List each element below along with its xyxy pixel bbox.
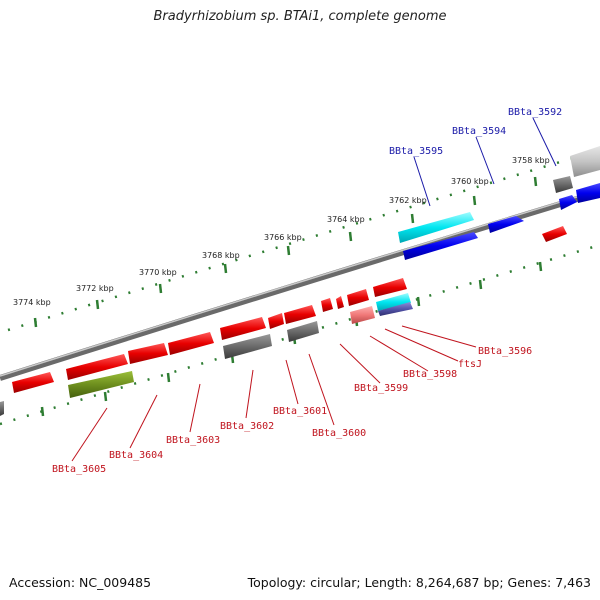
gene-bbta-3595 (398, 212, 474, 243)
tick-label: 3764 kbp (327, 215, 365, 224)
tick-label: 3768 kbp (202, 251, 240, 260)
gene-red-5 (220, 317, 266, 340)
gene-red-7 (284, 305, 316, 324)
gene-red-10 (347, 289, 369, 306)
gene-grey-2 (223, 334, 272, 359)
genome-backbone-highlight (0, 189, 600, 377)
gene-label: BBta_3601 (273, 406, 327, 417)
gene-label: BBta_3602 (220, 421, 274, 432)
gene-labels-top: BBta_3592 BBta_3594 BBta_3595 (389, 107, 562, 157)
gene-red-1 (12, 372, 54, 393)
gene-labels-bottom: BBta_3596 ftsJ BBta_3598 BBta_3599 BBta_… (52, 346, 532, 475)
tick-label: 3770 kbp (139, 268, 177, 277)
gene-label: BBta_3594 (452, 126, 506, 137)
gene-red-2 (66, 354, 128, 380)
bottom-leader-lines (71, 325, 477, 462)
gene-purple-1 (378, 302, 413, 316)
tick-label: 3772 kbp (76, 284, 114, 293)
reverse-genes (0, 278, 413, 416)
gene-bbta-3595b (403, 232, 478, 260)
outer-major-ticks (33, 157, 597, 328)
tick-label: 3766 kbp (264, 233, 302, 242)
gene-pink-1 (350, 306, 375, 324)
top-leader-lines (413, 117, 557, 207)
gene-label: BBta_3595 (389, 146, 443, 157)
tick-label: 3758 kbp (512, 156, 550, 165)
gene-grey-left (0, 401, 4, 416)
gene-red-11 (373, 278, 407, 297)
gene-label: BBta_3596 (478, 346, 532, 357)
tick-label: 3760 kbp (451, 177, 489, 186)
gene-label: ftsJ (458, 359, 482, 370)
genome-backbone (0, 189, 600, 381)
gene-blue-small (559, 195, 577, 210)
gene-label: BBta_3604 (109, 450, 163, 461)
gene-label: BBta_3598 (403, 369, 457, 380)
gene-grey-1 (553, 176, 573, 193)
tick-labels: 3758 kbp 3760 kbp 3762 kbp 3764 kbp 3766… (13, 156, 550, 307)
gene-red-3 (128, 343, 168, 364)
gene-label: BBta_3600 (312, 428, 366, 439)
gene-red-right (542, 226, 567, 242)
gene-red-9 (336, 296, 344, 309)
gene-red-8 (321, 298, 333, 312)
gene-label: BBta_3605 (52, 464, 106, 475)
gene-red-6 (268, 313, 284, 329)
map-title: Bradyrhizobium sp. BTAi1, complete genom… (153, 9, 447, 24)
gene-bbta-3592 (576, 183, 600, 203)
gene-label: BBta_3603 (166, 435, 220, 446)
gene-bbta-3604 (68, 371, 134, 398)
gene-light-1 (570, 146, 600, 177)
tick-label: 3762 kbp (389, 196, 427, 205)
genome-stats-text: Topology: circular; Length: 8,264,687 bp… (247, 575, 591, 590)
tick-label: 3774 kbp (13, 298, 51, 307)
gene-cyan-small (376, 293, 411, 311)
accession-text: Accession: NC_009485 (9, 575, 152, 590)
gene-bbta-3594 (488, 216, 524, 233)
gene-label: BBta_3592 (508, 107, 562, 118)
gene-label: BBta_3599 (354, 383, 408, 394)
gene-red-4 (168, 332, 214, 355)
gene-grey-3 (287, 321, 319, 342)
forward-genes (398, 146, 600, 260)
